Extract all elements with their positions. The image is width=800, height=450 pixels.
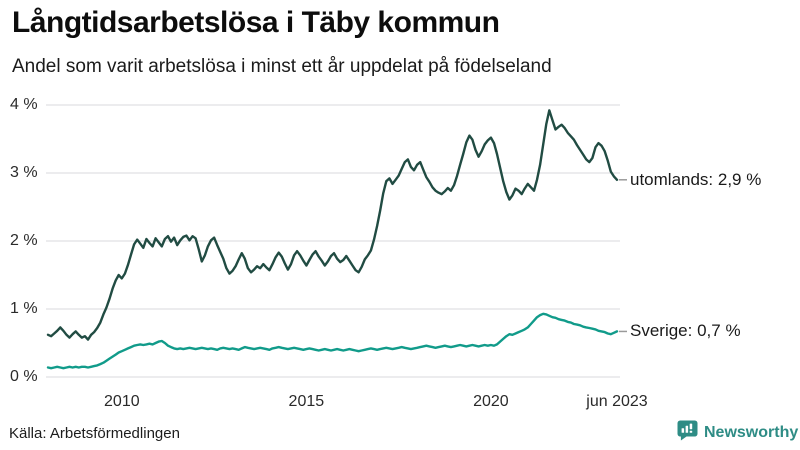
y-tick-label: 0 % xyxy=(10,368,38,385)
x-tick-label: 2015 xyxy=(288,393,325,410)
series-label-utomlands: utomlands: 2,9 % xyxy=(630,169,762,189)
newsworthy-wordmark: Newsworthy xyxy=(704,424,799,441)
chart-title: Långtidsarbetslösa i Täby kommun xyxy=(12,6,500,39)
source-note: Källa: Arbetsförmedlingen xyxy=(9,425,180,442)
y-tick-label: 4 % xyxy=(10,96,38,113)
x-tick-label: 2020 xyxy=(473,393,509,410)
y-tick-label: 2 % xyxy=(10,232,38,249)
x-tick-label: 2010 xyxy=(104,393,140,410)
series-label-sverige: Sverige: 0,7 % xyxy=(630,321,741,341)
newsworthy-logo: Newsworthy xyxy=(677,420,798,446)
newsworthy-bars-icon xyxy=(677,420,698,446)
y-tick-label: 1 % xyxy=(10,300,38,317)
chart-subtitle: Andel som varit arbetslösa i minst ett å… xyxy=(12,56,552,77)
y-tick-label: 3 % xyxy=(10,164,38,181)
x-tick-label: jun 2023 xyxy=(586,393,648,410)
